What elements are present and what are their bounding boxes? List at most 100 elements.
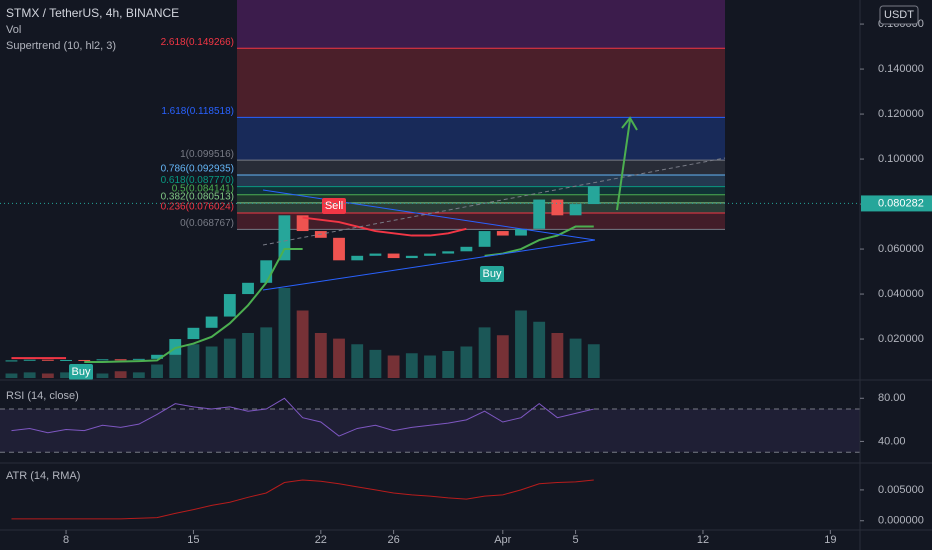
rsi-line [11, 397, 594, 437]
volume-bar [533, 321, 546, 378]
volume-bar [496, 335, 509, 378]
buy-label: Buy [72, 366, 91, 378]
fib-label: 0.618(0.087770) [161, 175, 234, 186]
candle [23, 359, 36, 361]
candle [223, 294, 236, 317]
candle [551, 199, 564, 216]
trendline [262, 189, 596, 241]
trend-dashed [262, 157, 726, 246]
volume-bar [278, 288, 291, 378]
volume-bar [23, 372, 36, 378]
atr-line [11, 479, 594, 520]
candle [533, 199, 546, 229]
volume-bar [387, 355, 400, 378]
x-tick-label: 19 [824, 534, 836, 546]
y-tick-label: 0.060000 [878, 243, 924, 255]
volume-bar [369, 349, 382, 378]
atr-tick-label: 0.000000 [878, 515, 924, 527]
trendline [262, 239, 596, 291]
currency-label[interactable]: USDT [884, 9, 914, 21]
last-price-label: 0.080282 [878, 197, 924, 209]
volume-bar [333, 338, 345, 378]
sell-signal [322, 198, 346, 214]
candle [78, 359, 91, 361]
candle [114, 359, 127, 361]
candle [424, 253, 436, 256]
candle [278, 215, 291, 261]
volume-bar [205, 346, 218, 378]
candle [405, 255, 418, 259]
volume-bar [41, 373, 54, 378]
last-price-badge [861, 195, 932, 212]
fib-zone [237, 213, 725, 230]
volume-bar [478, 327, 491, 378]
y-tick-label: 0.100000 [878, 153, 924, 165]
candle [296, 215, 309, 232]
fib-label: 0.236(0.076024) [161, 202, 234, 213]
y-tick-label: 0.140000 [878, 63, 924, 75]
candle [387, 253, 400, 259]
candle [496, 231, 509, 236]
candle [369, 253, 382, 256]
y-tick-label: 0.020000 [878, 333, 924, 345]
volume-bar [569, 338, 582, 378]
candle [169, 339, 182, 355]
fib-zone [237, 0, 725, 49]
x-tick-label: 15 [187, 534, 199, 546]
fib-zone [237, 48, 725, 118]
buy-signal [480, 266, 504, 282]
atr-tick-label: 0.005000 [878, 484, 924, 496]
fib-zone [237, 160, 725, 175]
candle [96, 359, 109, 361]
volume-bar [351, 344, 364, 378]
volume-bar [187, 344, 200, 378]
supertrend-down [302, 216, 467, 237]
fib-zone [237, 194, 725, 203]
volume-bar [223, 338, 236, 378]
x-tick-label: 22 [315, 534, 327, 546]
candle [460, 246, 473, 252]
candle [187, 327, 200, 340]
volume-bar [460, 346, 473, 378]
candle [515, 228, 527, 236]
volume-bar [260, 327, 273, 378]
fib-label: 1(0.099516) [180, 149, 234, 160]
volume-bar [296, 310, 309, 378]
arrow-head [621, 116, 638, 131]
volume-bar [96, 373, 109, 378]
fib-label: 0.786(0.092935) [161, 164, 234, 175]
candle [205, 316, 218, 328]
fib-label: 0.382(0.080513) [161, 192, 234, 203]
rsi-label: RSI (14, close) [6, 390, 79, 402]
buy-signal [69, 364, 93, 380]
rsi-band [0, 409, 860, 453]
volume-bar [314, 333, 327, 378]
x-tick-label: 8 [63, 534, 69, 546]
candle [151, 354, 163, 359]
projection-arrow [616, 119, 631, 211]
currency-badge[interactable] [879, 5, 919, 25]
x-tick-label: 26 [387, 534, 399, 546]
candle [5, 360, 18, 362]
candle [569, 204, 582, 216]
candle [478, 231, 491, 247]
candle [333, 237, 345, 261]
x-tick-label: 12 [697, 534, 709, 546]
volume-bar [151, 364, 163, 378]
candle [260, 260, 273, 283]
fib-zone [237, 202, 725, 214]
volume-bar [242, 333, 254, 378]
rsi-tick-label: 40.00 [878, 435, 906, 447]
candle [242, 282, 254, 295]
volume-bar [5, 373, 18, 378]
volume-bar [442, 351, 455, 378]
y-tick-label: 0.040000 [878, 288, 924, 300]
candle [41, 359, 54, 361]
fib-label: 1.618(0.118518) [161, 106, 234, 117]
volume-bar [551, 333, 564, 378]
volume-bar [132, 372, 145, 378]
supertrend-up [84, 248, 303, 364]
